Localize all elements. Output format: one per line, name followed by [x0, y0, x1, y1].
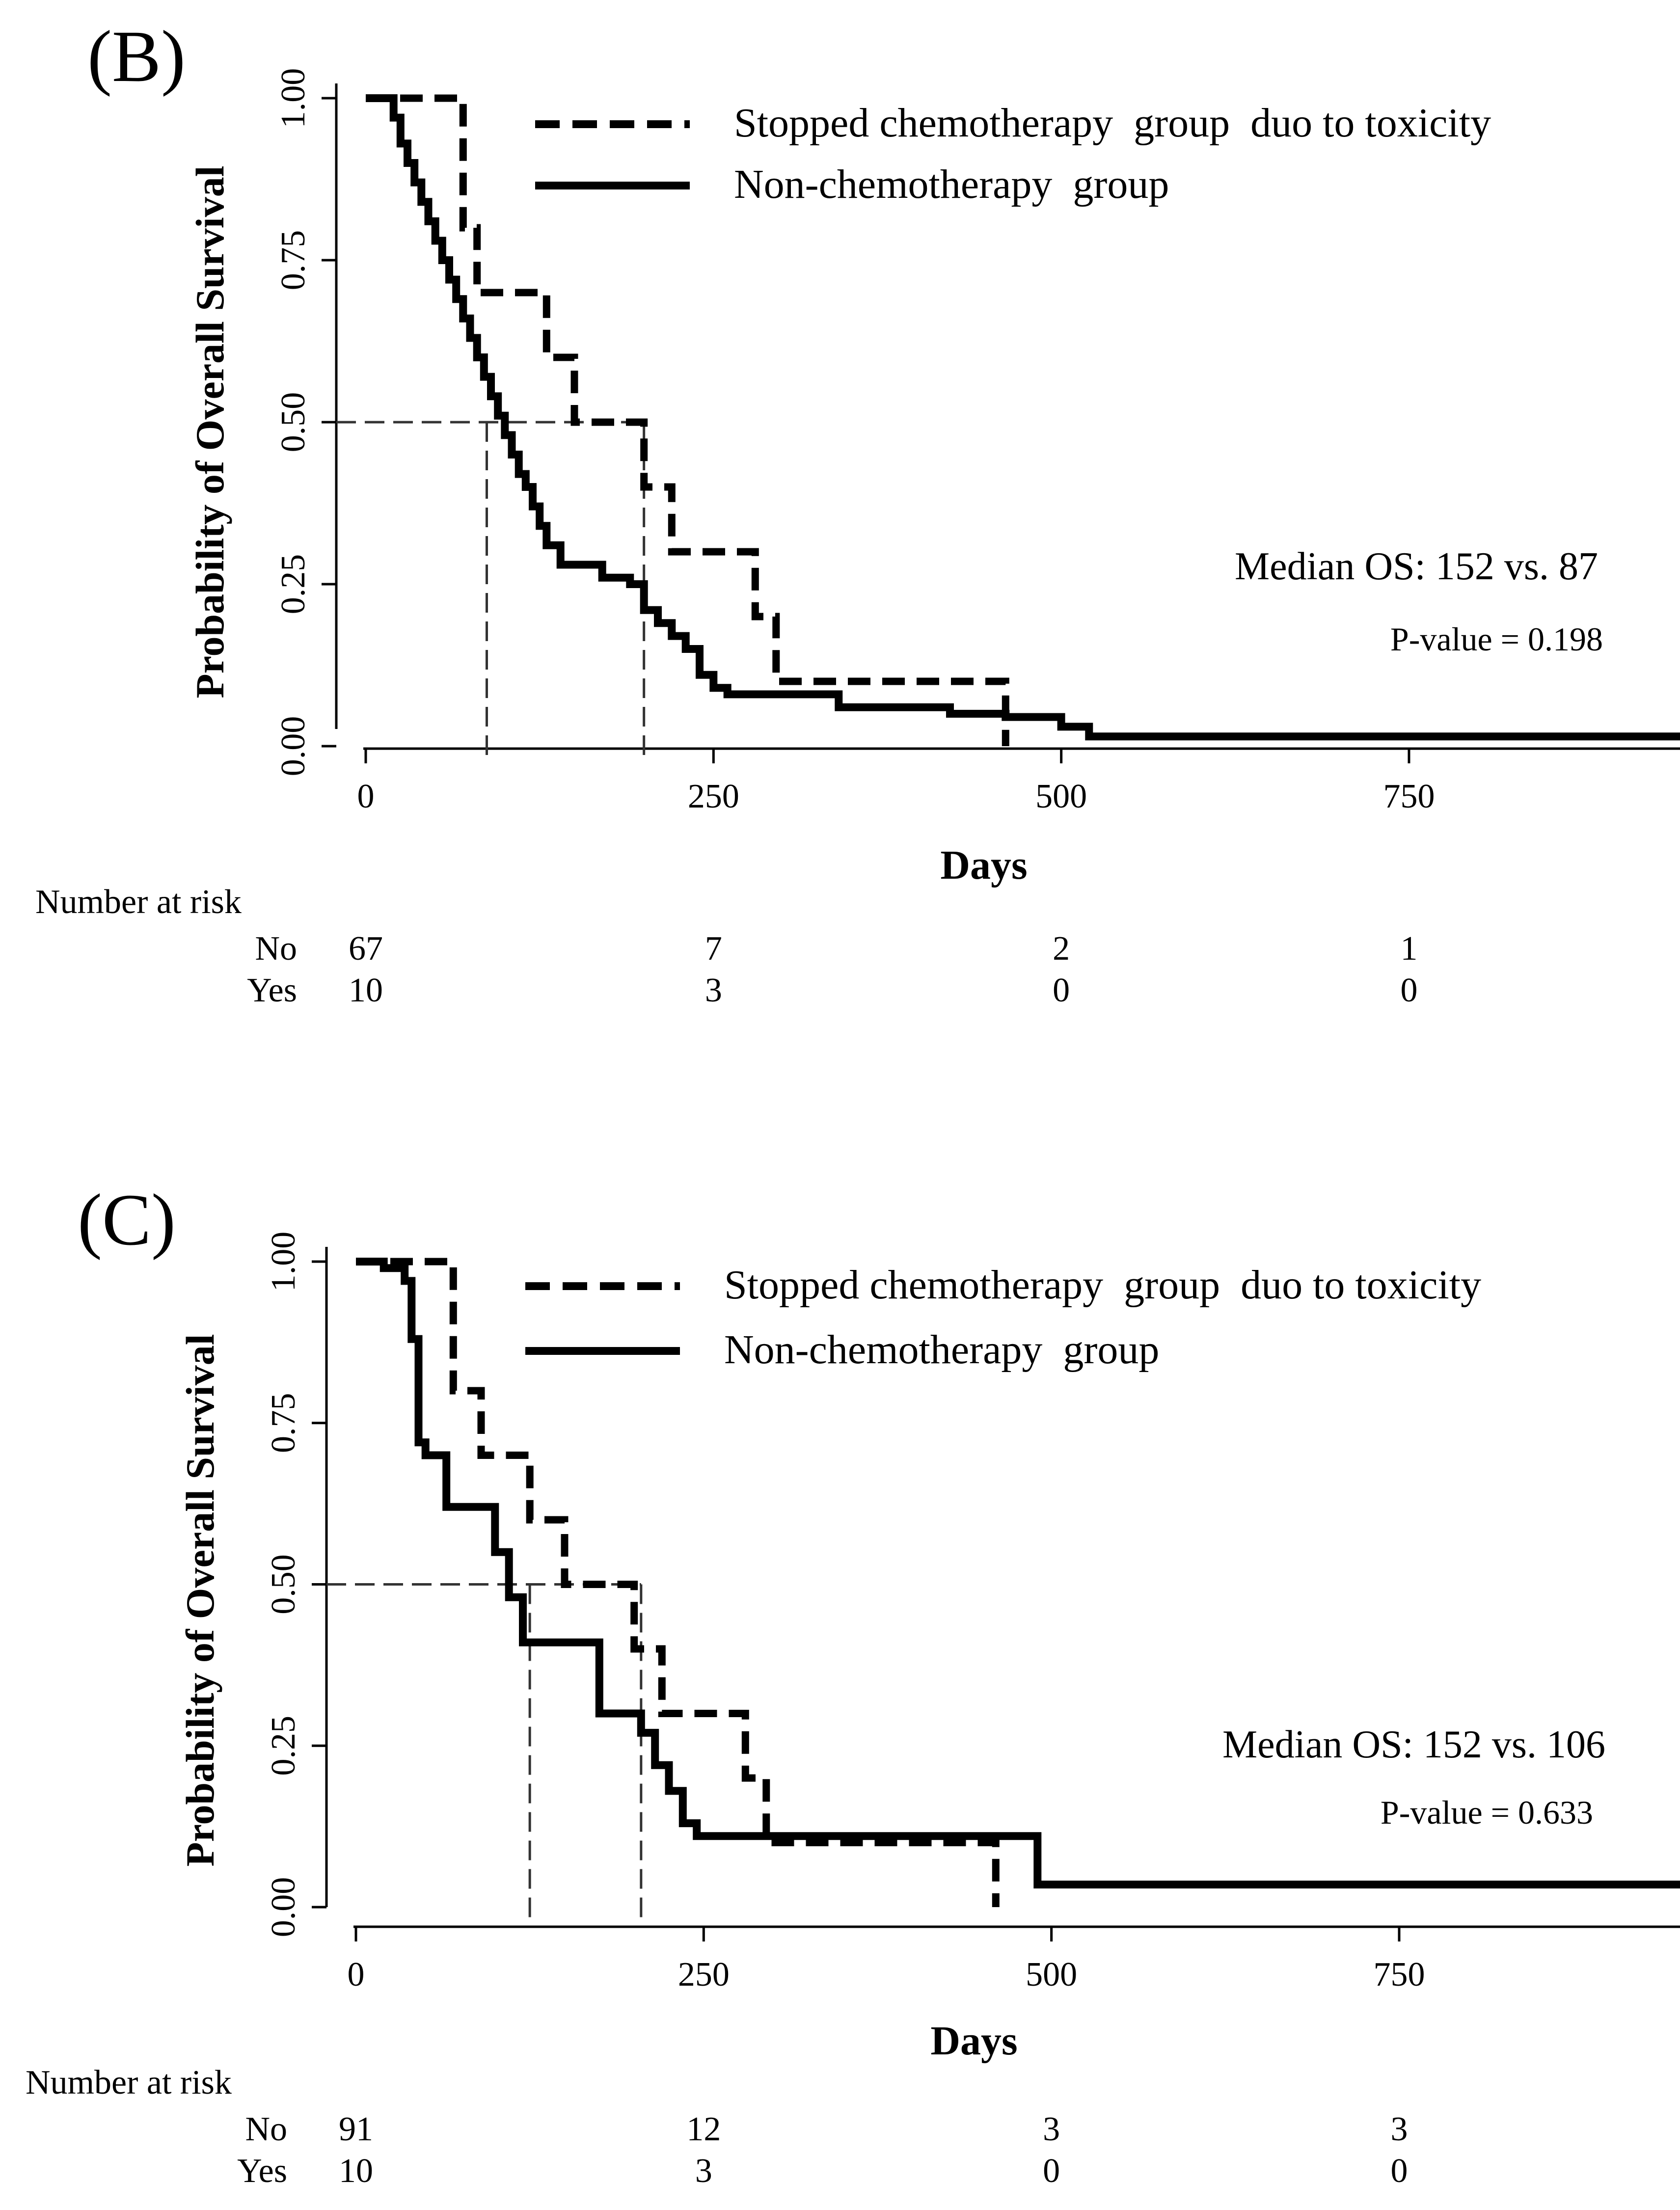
panel-b-risk-value-yes: 0 — [1400, 971, 1417, 1009]
panel-c-risk-value-yes: 3 — [695, 2152, 712, 2190]
panel-b-curve-stopped-chemo — [366, 94, 1009, 746]
panel-b-risk-row-no-label: No — [255, 930, 297, 968]
panel-c-y-tick-label: 1.00 — [265, 1232, 302, 1292]
panel-b-risk-value-no: 1 — [1400, 930, 1417, 968]
panel-c-legend-stopped-label: Stopped chemotherapy group duo to toxici… — [724, 1262, 1481, 1308]
panel-b-label: (B) — [87, 16, 186, 97]
panel-b-legend-stopped-label: Stopped chemotherapy group duo to toxici… — [734, 100, 1491, 146]
panel-c-risk-value-no: 3 — [1043, 2110, 1060, 2148]
panel-b-risk-row-yes-label: Yes — [247, 971, 297, 1009]
panel-b-y-tick-label: 0.75 — [274, 230, 312, 291]
panel-c-risk-row-yes-label: Yes — [237, 2152, 287, 2190]
panel-c-x-axis-label: Days — [930, 2018, 1017, 2064]
panel-c-y-tick-label: 0.75 — [265, 1393, 302, 1454]
panel-c-risk-value-yes: 0 — [1043, 2152, 1060, 2190]
panel-c-p-value-note: P-value = 0.633 — [1381, 1794, 1593, 1831]
panel-b-risk-value-no: 2 — [1053, 930, 1070, 968]
panel-b-risk-value-yes: 10 — [349, 971, 383, 1009]
panel-c-risk-values: 91123333010300000 — [339, 2110, 1408, 2190]
panel-c-curve-stopped-chemo — [356, 1258, 1000, 1907]
panel-b-risk-title: Number at risk — [35, 883, 242, 921]
panel-b-risk-value-yes: 0 — [1053, 971, 1070, 1009]
panel-b-p-value-note: P-value = 0.198 — [1390, 620, 1603, 658]
panel-c-risk-table: Number at risk No Yes 91123333010300000 — [26, 2064, 1408, 2190]
panel-b-legend-nonchemo-label: Non-chemotherapy group — [734, 162, 1169, 207]
panel-c-risk-value-no: 3 — [1390, 2110, 1408, 2148]
panel-b-risk-table: Number at risk No Yes 6772111010300000 — [35, 883, 1417, 1009]
panel-c-y-axis-label: Probability of Overall Survival — [178, 1334, 222, 1867]
panel-c-legend-nonchemo-label: Non-chemotherapy group — [724, 1327, 1159, 1373]
panel-b-x-tick-label: 250 — [688, 778, 739, 815]
panel-b-x-axis-label: Days — [940, 842, 1027, 888]
panel-c-risk-value-yes: 10 — [339, 2152, 373, 2190]
panel-c: (C) Stopped chemotherapy group duo to to… — [26, 1179, 1680, 2190]
panel-b-plot: 0.000.250.500.751.0002505007501000125015… — [274, 68, 1680, 815]
panel-c-label: (C) — [78, 1179, 176, 1261]
panel-c-x-tick-label: 750 — [1373, 1956, 1425, 1994]
panel-c-risk-title: Number at risk — [26, 2064, 232, 2102]
panel-b-x-tick-label: 500 — [1035, 778, 1087, 815]
panel-b-legend: Stopped chemotherapy group duo to toxici… — [535, 100, 1491, 207]
panel-b-y-tick-label: 0.25 — [274, 554, 312, 615]
panel-b-risk-value-yes: 3 — [705, 971, 722, 1009]
panel-c-x-tick-label: 250 — [678, 1956, 730, 1994]
panel-c-risk-value-yes: 0 — [1390, 2152, 1408, 2190]
panel-b-risk-value-no: 67 — [349, 930, 383, 968]
panel-c-y-tick-label: 0.50 — [265, 1554, 302, 1615]
panel-b-y-tick-label: 1.00 — [274, 68, 312, 129]
panel-c-plot: 0.000.250.500.751.0002505007501000125015… — [265, 1232, 1680, 1994]
panel-c-risk-value-no: 12 — [686, 2110, 721, 2148]
panel-b-risk-values: 6772111010300000 — [349, 930, 1417, 1009]
panel-b-median-os-note: Median OS: 152 vs. 87 — [1235, 545, 1598, 588]
panel-b-risk-value-no: 7 — [705, 930, 722, 968]
panel-b-curve-non-chemo — [366, 94, 1680, 741]
panel-b-y-tick-label: 0.50 — [274, 392, 312, 453]
panel-c-curve-non-chemo — [356, 1258, 1680, 1888]
panel-b: (B) Stopped chemotherapy group duo to to… — [35, 16, 1680, 1009]
panel-b-x-tick-label: 750 — [1383, 778, 1435, 815]
panel-b-x-tick-label: 0 — [357, 778, 375, 815]
panel-c-risk-row-no-label: No — [245, 2110, 287, 2148]
panel-c-y-tick-label: 0.25 — [265, 1716, 302, 1776]
panel-c-x-tick-label: 500 — [1026, 1956, 1077, 1994]
panel-c-median-os-note: Median OS: 152 vs. 106 — [1222, 1723, 1605, 1766]
panel-c-x-tick-label: 0 — [348, 1956, 365, 1994]
panel-c-y-tick-label: 0.00 — [265, 1877, 302, 1938]
panel-b-y-tick-label: 0.00 — [274, 716, 312, 777]
panel-c-legend: Stopped chemotherapy group duo to toxici… — [525, 1262, 1481, 1373]
panel-c-risk-value-no: 91 — [339, 2110, 373, 2148]
panel-b-y-axis-label: Probability of Overall Survival — [188, 166, 232, 699]
